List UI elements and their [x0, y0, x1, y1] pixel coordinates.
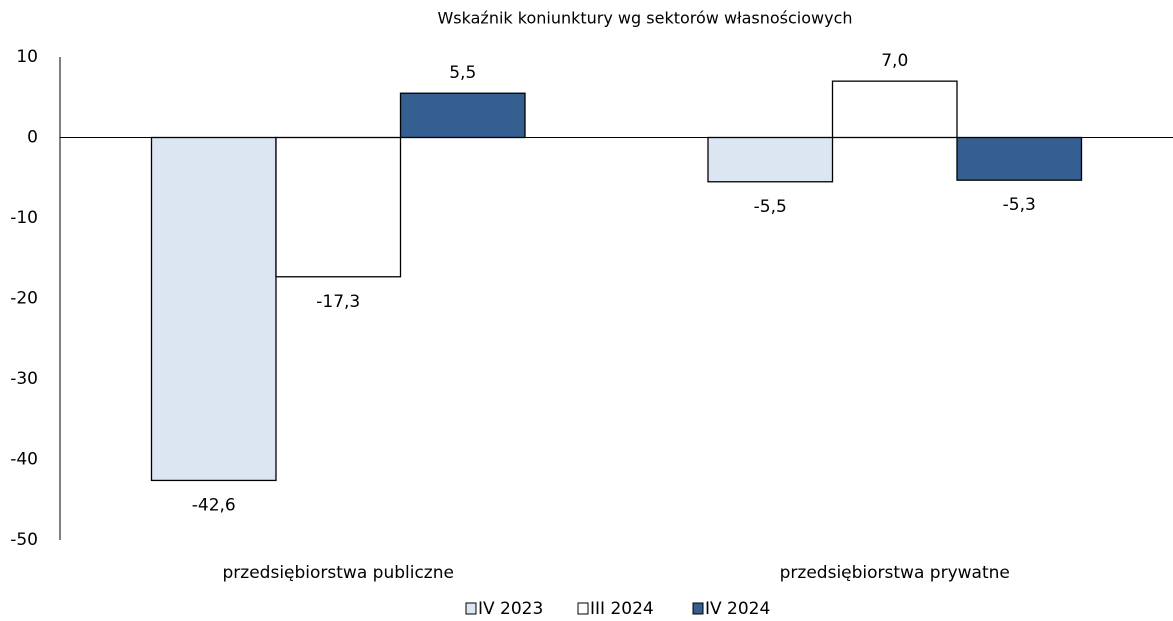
x-tick-label: przedsiębiorstwa prywatne	[780, 563, 1010, 583]
y-tick-label: -30	[10, 369, 38, 389]
data-label: 7,0	[881, 51, 908, 71]
legend-swatch	[577, 602, 589, 615]
bar	[831, 80, 958, 139]
y-tick-label: -40	[10, 450, 38, 470]
bar	[956, 136, 1083, 181]
data-label: 5,5	[449, 63, 476, 83]
chart-title: Wskaźnik koniunktury wg sektorów własnoś…	[437, 9, 852, 28]
data-label: -17,3	[316, 292, 360, 312]
y-tick-label: -50	[10, 530, 38, 550]
data-label: -42,6	[192, 495, 236, 515]
y-tick-label: -10	[10, 208, 38, 228]
y-tick-label: 10	[16, 47, 38, 67]
bar	[275, 136, 402, 278]
bar	[707, 136, 834, 183]
y-tick-label: 0	[27, 128, 38, 148]
y-tick-label: -20	[10, 289, 38, 309]
legend-label: IV 2024	[705, 599, 770, 619]
legend-swatch	[692, 602, 704, 615]
x-tick-label: przedsiębiorstwa publiczne	[223, 563, 454, 583]
legend-label: IV 2023	[478, 599, 543, 619]
legend-swatch	[465, 602, 477, 615]
data-label: -5,3	[1003, 195, 1036, 215]
legend-label: III 2024	[590, 599, 654, 619]
bar	[150, 136, 277, 482]
data-label: -5,5	[754, 197, 787, 217]
bar	[399, 92, 526, 139]
